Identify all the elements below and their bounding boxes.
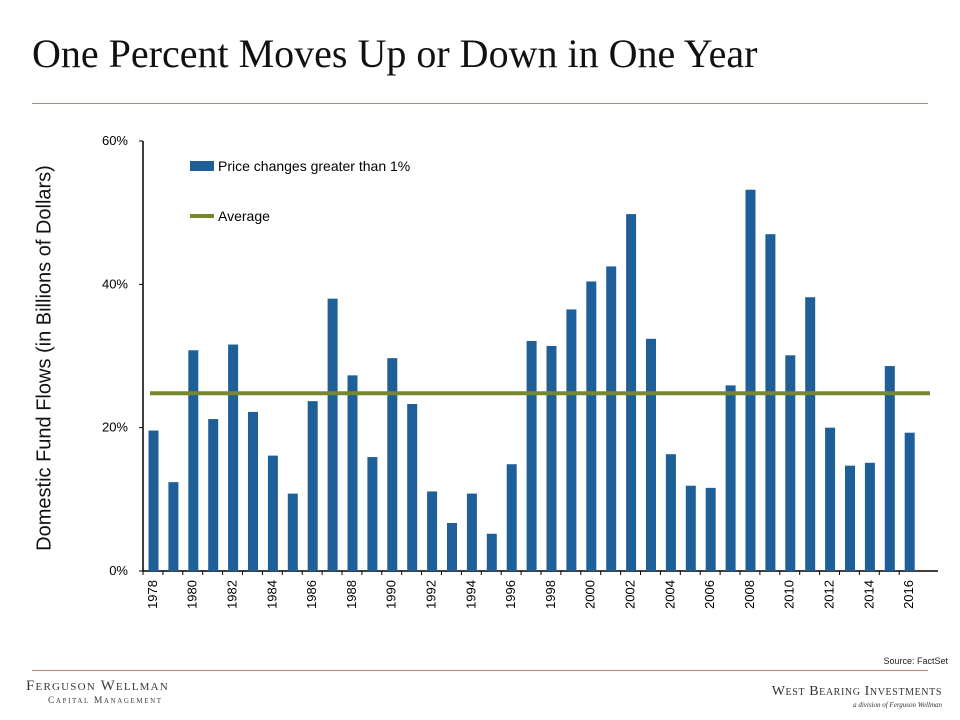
x-tick-label: 2010	[782, 580, 797, 609]
x-tick-label: 2012	[822, 580, 837, 609]
bar	[805, 297, 816, 571]
logo-left-name: Ferguson Wellman	[26, 678, 169, 694]
bar	[208, 419, 219, 571]
bar	[725, 385, 736, 571]
y-tick-label: 40%	[102, 276, 128, 291]
y-tick-label: 20%	[102, 420, 128, 435]
x-tick-label: 1998	[543, 580, 558, 609]
ferguson-wellman-logo: Ferguson Wellman Capital Management	[26, 678, 169, 706]
page-title: One Percent Moves Up or Down in One Year	[32, 31, 758, 76]
bar	[745, 189, 756, 571]
bar	[347, 375, 358, 571]
bar	[287, 493, 298, 571]
bar	[367, 457, 378, 571]
bar	[466, 493, 477, 571]
x-tick-label: 2006	[702, 580, 717, 609]
bar	[586, 281, 597, 571]
source-note: Source: FactSet	[883, 656, 948, 666]
legend-bar-label: Price changes greater than 1%	[218, 158, 410, 174]
bar	[785, 355, 796, 571]
bar	[685, 485, 696, 571]
bar	[566, 309, 577, 571]
bar	[705, 487, 716, 571]
bar	[248, 411, 258, 571]
bar	[845, 465, 855, 571]
footer-divider	[32, 670, 928, 671]
x-tick-label: 2014	[861, 580, 876, 609]
bar	[546, 345, 557, 571]
bar	[387, 358, 398, 571]
x-tick-label: 1978	[145, 580, 160, 609]
legend-bar-swatch	[190, 161, 214, 171]
legend-average-label: Average	[218, 208, 270, 224]
bar	[188, 350, 199, 571]
bar	[864, 462, 875, 571]
x-tick-label: 1994	[463, 580, 478, 609]
bar	[526, 340, 537, 571]
x-tick-label: 1996	[503, 580, 518, 609]
x-tick-label: 1986	[304, 580, 319, 609]
bar	[307, 401, 318, 571]
x-tick-label: 2008	[742, 580, 757, 609]
west-bearing-logo: West Bearing Investments a division of F…	[772, 684, 942, 709]
bar	[506, 464, 517, 571]
x-tick-label: 1982	[225, 580, 240, 609]
x-tick-label: 1980	[185, 580, 200, 609]
bar	[765, 234, 776, 571]
bar	[168, 482, 179, 571]
bar	[148, 430, 159, 571]
title-divider	[32, 103, 928, 104]
logo-right-subtitle: a division of Ferguson Wellman	[853, 701, 942, 709]
x-tick-label: 2004	[662, 580, 677, 609]
x-tick-label: 1992	[424, 580, 439, 609]
x-tick-label: 1990	[384, 580, 399, 609]
bar	[904, 432, 915, 571]
x-tick-label: 1988	[344, 580, 359, 609]
bar	[427, 491, 438, 571]
bar	[825, 427, 836, 571]
x-tick-label: 2000	[583, 580, 598, 609]
x-tick-label: 1984	[264, 580, 279, 609]
x-tick-label: 2002	[623, 580, 638, 609]
bar	[486, 533, 497, 571]
bar	[665, 454, 676, 571]
bar	[646, 338, 656, 571]
bar	[228, 344, 239, 571]
bar	[407, 404, 418, 571]
logo-right-name: West Bearing Investments	[771, 684, 942, 699]
bar	[884, 366, 895, 571]
bar	[327, 298, 338, 571]
bar	[267, 455, 278, 571]
bar	[606, 266, 617, 571]
x-tick-label: 2016	[901, 580, 916, 609]
y-tick-label: 60%	[102, 133, 128, 148]
y-tick-label: 0%	[109, 563, 128, 578]
logo-left-subtitle: Capital Management	[48, 696, 163, 706]
bar	[447, 522, 457, 571]
